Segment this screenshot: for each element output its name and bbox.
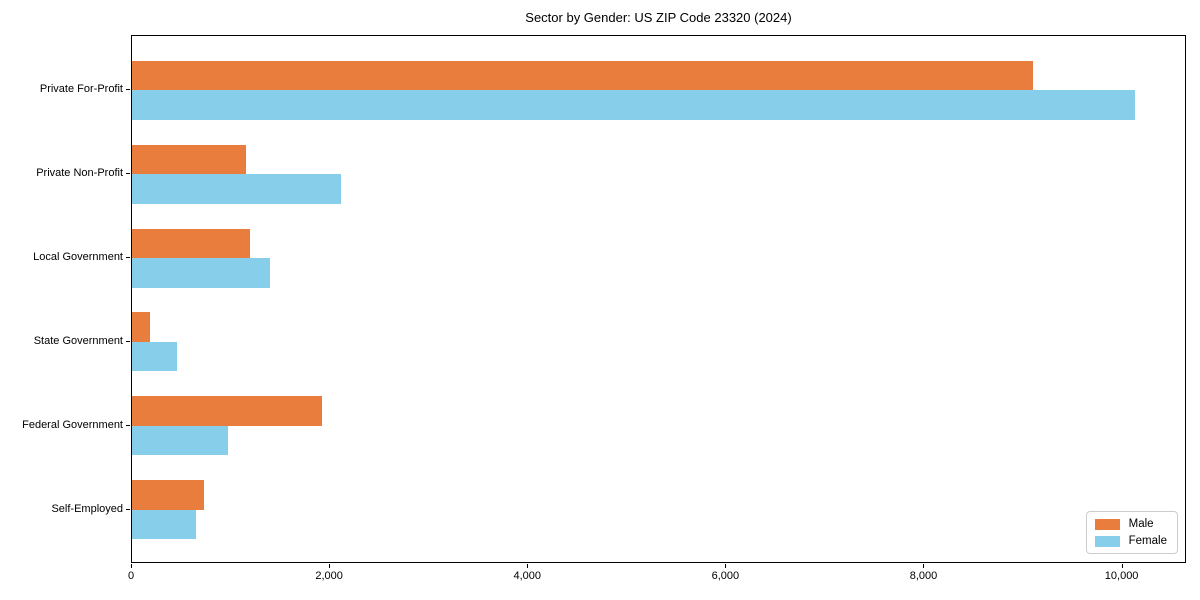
x-axis-tick [131, 564, 132, 568]
legend-item-female: Female [1094, 535, 1167, 547]
bar-male-3 [132, 312, 150, 342]
legend-label-female: Female [1128, 535, 1167, 547]
bar-male-0 [132, 60, 1034, 91]
bar-female-0 [132, 90, 1136, 120]
legend-label-male: Male [1128, 518, 1154, 530]
legend-swatch-male [1094, 518, 1120, 530]
y-axis-tick [126, 173, 130, 175]
y-axis-label-3: State Government [33, 334, 123, 347]
y-axis-tick [126, 89, 130, 91]
bar-male-4 [132, 396, 323, 426]
y-axis-tick [126, 424, 130, 426]
bar-male-2 [132, 228, 250, 259]
bar-male-1 [132, 144, 246, 175]
y-axis-label-1: Private Non-Profit [36, 167, 123, 180]
y-axis-tick [126, 508, 130, 510]
x-axis-tick [1121, 564, 1123, 568]
x-axis-label-2: 4,000 [513, 570, 541, 582]
bar-female-5 [132, 509, 197, 540]
bar-male-5 [132, 480, 205, 510]
y-axis-label-2: Local Government [33, 251, 123, 264]
plot-area: Male Female [131, 35, 1186, 563]
bar-female-4 [132, 425, 229, 456]
y-axis-label-0: Private For-Profit [39, 83, 123, 96]
bar-female-3 [132, 341, 177, 372]
x-axis-tick [923, 564, 925, 568]
chart-title: Sector by Gender: US ZIP Code 23320 (202… [525, 10, 792, 25]
x-axis-label-5: 10,000 [1104, 570, 1139, 582]
x-axis-tick [725, 564, 727, 568]
y-axis-label-5: Self-Employed [51, 502, 123, 515]
x-axis-label-1: 2,000 [315, 570, 343, 582]
x-axis-label-0: 0 [127, 570, 135, 582]
x-axis-label-4: 8,000 [909, 570, 938, 582]
y-axis-tick [126, 257, 130, 259]
y-axis-tick [126, 340, 130, 342]
y-axis-label-4: Federal Government [22, 418, 123, 431]
x-axis-label-3: 6,000 [711, 570, 740, 582]
legend: Male Female [1085, 511, 1178, 554]
bar-female-2 [132, 258, 270, 288]
legend-item-male: Male [1094, 518, 1167, 530]
bar-female-1 [132, 174, 342, 204]
x-axis-tick [329, 564, 331, 568]
x-axis-tick [527, 564, 529, 568]
legend-swatch-female [1094, 535, 1120, 547]
